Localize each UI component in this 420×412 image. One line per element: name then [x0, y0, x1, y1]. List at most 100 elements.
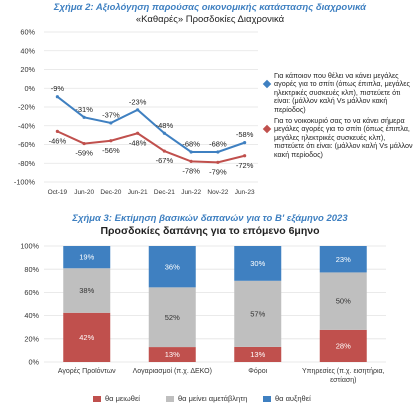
- legend-swatch-increase: [263, 396, 271, 403]
- bar-segment: [148, 246, 196, 288]
- legend-label-series-2: Για το νοικοκυριό σας το να κάνει σήμερα…: [274, 116, 413, 159]
- data-label: -72%: [236, 161, 254, 170]
- bar-segment: [148, 347, 196, 362]
- data-point: [82, 141, 86, 146]
- y-tick-label: 60%: [24, 288, 39, 297]
- figure2-subtitle: «Καθαρές» Προσδοκίες Διαχρονικά: [135, 14, 285, 25]
- x-category-label: εστίαση): [330, 376, 356, 384]
- stacked-bar-chart: 100% 80% 60% 40% 20% 0% 42% 38% 19% Αγορές Προϊόν…: [20, 242, 386, 384]
- y-tick-label: -80%: [18, 159, 36, 168]
- bar-data-label: 42%: [79, 333, 94, 342]
- data-point: [55, 95, 59, 99]
- data-label: -59%: [75, 149, 93, 158]
- data-point: [162, 131, 166, 135]
- data-point: [109, 139, 113, 143]
- series-line-1: [56, 95, 245, 153]
- bar-data-label: 38%: [79, 286, 94, 295]
- bar-data-label: 13%: [250, 350, 265, 359]
- x-category-label: Υπηρεσίες (π.χ. εισητήρια,: [302, 367, 385, 375]
- x-tick-label: Dec-21: [154, 189, 175, 196]
- x-tick-label: Jun-21: [128, 189, 148, 196]
- bar-data-label: 28%: [336, 342, 351, 351]
- x-category-label: Αγορές Προϊόντων: [58, 367, 116, 375]
- y-tick-label: 0%: [24, 84, 35, 93]
- legend-swatch-decrease: [93, 396, 101, 403]
- figure2-title: Σχήμα 2: Αξιολόγηση παρούσας οικονομικής…: [53, 2, 367, 13]
- figure3-subtitle: Προσδοκίες δαπάνης για το επόμενο 6μηνο: [100, 225, 320, 237]
- bar-segment: [63, 268, 111, 313]
- y-tick-label: 60%: [20, 28, 35, 37]
- data-point: [136, 108, 140, 112]
- data-point: [82, 115, 86, 119]
- data-point: [136, 131, 140, 135]
- y-tick-label: -20%: [18, 103, 36, 112]
- bar-data-label: 50%: [336, 297, 351, 306]
- data-label: -67%: [156, 156, 174, 165]
- x-tick-label: Nov-22: [207, 189, 228, 196]
- y-tick-label: 100%: [20, 242, 39, 251]
- data-label: -23%: [129, 97, 147, 106]
- legend-item-unchanged: θα μείνει αμετάβλητη: [166, 394, 247, 403]
- x-tick-label: Jun-20: [74, 189, 94, 196]
- bar-data-label: 36%: [165, 262, 180, 271]
- bar-segment: [234, 246, 282, 281]
- x-category-label: Λογαριασμοί (π.χ. ΔΕΚΟ): [133, 367, 212, 375]
- data-label: -56%: [102, 146, 120, 155]
- legend-item-series-2: Για το νοικοκυριό σας το να κάνει σήμερα…: [262, 116, 414, 159]
- x-category-label: Φόροι: [248, 367, 267, 375]
- data-point: [109, 121, 113, 125]
- bar-segment: [234, 280, 282, 347]
- data-label: -31%: [75, 105, 93, 114]
- y-tick-label: 40%: [20, 46, 35, 55]
- data-point: [189, 150, 193, 154]
- data-label: -68%: [209, 140, 227, 149]
- data-label: -78%: [182, 166, 200, 175]
- bar-segment: [148, 287, 196, 348]
- y-tick-label: -40%: [18, 121, 36, 130]
- y-tick-label: 40%: [24, 311, 39, 320]
- data-label: -79%: [209, 167, 227, 176]
- bar-segment: [319, 329, 367, 362]
- data-label: -46%: [49, 136, 67, 145]
- y-tick-label: -60%: [18, 140, 36, 149]
- series-line-2: [56, 130, 245, 164]
- bar-data-label: 19%: [79, 253, 94, 262]
- y-tick-label: 80%: [24, 265, 39, 274]
- bar-data-label: 52%: [165, 313, 180, 322]
- data-label: -48%: [129, 138, 147, 147]
- legend-marker-series-2: [262, 124, 272, 134]
- line-chart: 60% 40% 20% 0% -20% -40% -60% -80% -100% Oct-19 Ju…: [14, 28, 258, 196]
- y-tick-label: 0%: [28, 358, 39, 367]
- data-point: [55, 129, 59, 133]
- data-point: [216, 150, 220, 154]
- legend-label-decrease: θα μειωθεί: [105, 394, 140, 403]
- legend-swatch-unchanged: [166, 396, 174, 403]
- bar-segment: [319, 272, 367, 330]
- bar-data-label: 30%: [250, 259, 265, 268]
- data-point: [189, 159, 193, 163]
- legend-label-unchanged: θα μείνει αμετάβλητη: [178, 394, 248, 403]
- y-tick-label: 20%: [20, 65, 35, 74]
- x-tick-label: Dec-20: [100, 189, 121, 196]
- bar-segment: [319, 246, 367, 273]
- legend-item-increase: θα αυξηθεί: [263, 394, 311, 403]
- data-label: -9%: [51, 84, 65, 93]
- data-label: -48%: [156, 121, 174, 130]
- bar-data-label: 23%: [336, 255, 351, 264]
- bar-segment: [63, 246, 111, 269]
- y-tick-label: 20%: [24, 334, 39, 343]
- figure3-title: Σχήμα 3: Εκτίμηση βασικών δαπανών για το…: [72, 213, 348, 224]
- data-point: [162, 149, 166, 153]
- x-tick-label: Oct-19: [48, 189, 68, 196]
- legend-label-increase: θα αυξηθεί: [275, 394, 311, 403]
- x-tick-label: Jun-22: [181, 189, 201, 196]
- bar-segment: [63, 312, 111, 362]
- data-label: -37%: [102, 110, 120, 119]
- bar-data-label: 57%: [250, 309, 265, 318]
- legend-item-decrease: θα μειωθεί: [93, 394, 140, 403]
- legend-item-series-1: Για κάποιον που θέλει να κάνει μεγάλες α…: [262, 71, 414, 114]
- data-point: [243, 154, 247, 158]
- y-tick-label: -100%: [14, 178, 36, 187]
- data-point: [243, 141, 247, 145]
